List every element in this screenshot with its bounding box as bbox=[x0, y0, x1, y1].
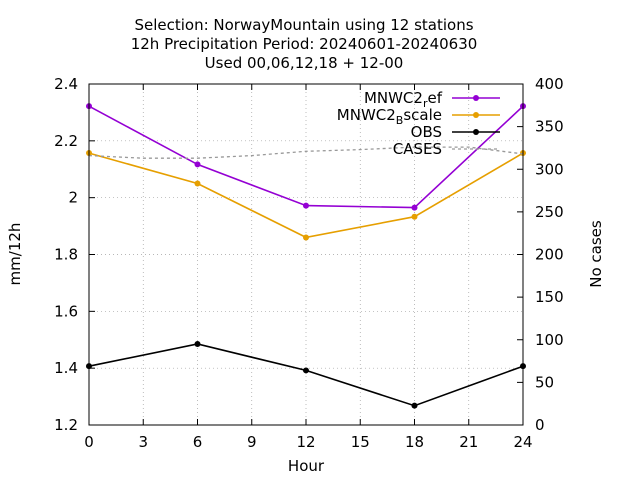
x-tick-label: 15 bbox=[351, 433, 370, 451]
legend-entry: CASES bbox=[393, 140, 500, 158]
legend-label: MNWC2ref bbox=[364, 89, 443, 110]
y-tick-label: 1.8 bbox=[54, 246, 78, 264]
series-point bbox=[303, 202, 309, 209]
x-tick-label: 6 bbox=[193, 433, 203, 451]
series-line-cases bbox=[88, 146, 524, 159]
title-line: Selection: NorwayMountain using 12 stati… bbox=[134, 16, 473, 34]
x-tick-label: 9 bbox=[247, 433, 257, 451]
y-tick-label: 2 bbox=[68, 189, 78, 207]
legend-label: CASES bbox=[393, 140, 442, 158]
x-tick-label: 0 bbox=[84, 433, 94, 451]
title-line: Used 00,06,12,18 + 12-00 bbox=[205, 54, 404, 72]
y2-tick-label: 400 bbox=[535, 75, 564, 93]
x-tick-label: 3 bbox=[138, 433, 148, 451]
chart-title: Selection: NorwayMountain using 12 stati… bbox=[131, 16, 478, 72]
y2-tick-label: 100 bbox=[535, 331, 564, 349]
x-tick-label: 18 bbox=[405, 433, 424, 451]
x-tick-label: 21 bbox=[459, 433, 478, 451]
y-tick-label: 1.2 bbox=[54, 416, 78, 434]
grid bbox=[89, 84, 523, 425]
legend-label: OBS bbox=[411, 123, 442, 141]
x-axis-label: Hour bbox=[288, 457, 325, 475]
y2-tick-label: 300 bbox=[535, 160, 564, 178]
y2-axis-label: No cases bbox=[587, 220, 605, 288]
y-tick-label: 1.4 bbox=[54, 359, 78, 377]
title-line: 12h Precipitation Period: 20240601-20240… bbox=[131, 35, 478, 53]
series-point bbox=[303, 367, 309, 374]
y-tick-label: 1.6 bbox=[54, 302, 78, 320]
ticks: 0 3 6 9 12 15 18 21 24 1.2 1.4 1.6 1.8 2 2.2 2.4 0 50 100 1… bbox=[54, 75, 564, 451]
legend-entry: MNWC2ref bbox=[364, 89, 500, 110]
y2-tick-label: 150 bbox=[535, 288, 564, 306]
x-tick-label: 24 bbox=[513, 433, 532, 451]
legend-label: MNWC2Bscale bbox=[337, 106, 442, 127]
y2-tick-label: 50 bbox=[535, 373, 554, 391]
series-point bbox=[411, 204, 418, 211]
series-point bbox=[411, 402, 418, 409]
x-tick-label: 12 bbox=[296, 433, 315, 451]
series-point bbox=[194, 180, 201, 187]
y-axis-label: mm/12h bbox=[6, 223, 24, 286]
y-tick-label: 2.2 bbox=[54, 132, 78, 150]
series-point bbox=[303, 234, 309, 241]
legend-entry: MNWC2Bscale bbox=[337, 106, 500, 127]
legend-marker bbox=[473, 112, 479, 118]
y2-tick-label: 200 bbox=[535, 246, 564, 264]
series-point bbox=[194, 341, 201, 348]
y2-tick-label: 0 bbox=[535, 416, 545, 434]
legend-entry: OBS bbox=[411, 123, 500, 141]
series-point bbox=[411, 213, 418, 220]
y-tick-label: 2.4 bbox=[54, 75, 78, 93]
y2-tick-label: 350 bbox=[535, 118, 564, 136]
y2-tick-label: 250 bbox=[535, 203, 564, 221]
legend-marker bbox=[473, 129, 479, 135]
legend-marker bbox=[473, 95, 479, 101]
series-layer bbox=[86, 103, 526, 409]
series-point bbox=[194, 161, 201, 168]
